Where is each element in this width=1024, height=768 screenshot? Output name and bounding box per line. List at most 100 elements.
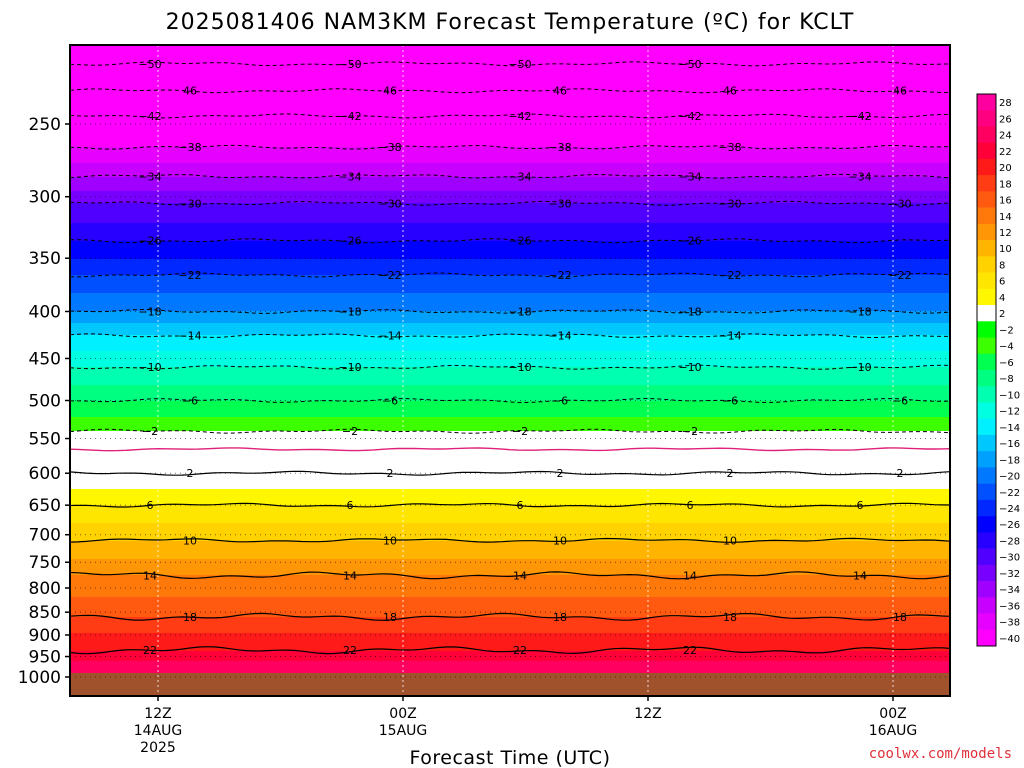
fill-band bbox=[70, 453, 950, 456]
fill-band bbox=[70, 607, 950, 610]
contour-label: 2 bbox=[897, 467, 904, 480]
colorbar-frame bbox=[976, 93, 997, 647]
contour-label: −2 bbox=[142, 425, 158, 438]
fill-band bbox=[70, 97, 950, 100]
fill-band bbox=[70, 75, 950, 78]
fill-band bbox=[70, 377, 950, 380]
fill-band bbox=[70, 665, 950, 668]
fill-band bbox=[70, 195, 950, 198]
colorbar-swatch bbox=[977, 126, 996, 144]
colorbar-tick-label: −22 bbox=[999, 488, 1020, 499]
fill-band bbox=[70, 185, 950, 188]
contour-label: −18 bbox=[338, 305, 361, 318]
fill-band bbox=[70, 469, 950, 472]
fill-band bbox=[70, 499, 950, 502]
contour-label: −18 bbox=[138, 305, 161, 318]
contour-label: 2 bbox=[187, 467, 194, 480]
colorbar-swatch bbox=[977, 402, 996, 420]
fill-band bbox=[70, 167, 950, 170]
contour-label: −34 bbox=[678, 170, 701, 183]
y-tick-label: 400 bbox=[29, 302, 61, 322]
fill-band bbox=[70, 109, 950, 112]
fill-band bbox=[70, 73, 950, 76]
fill-band bbox=[70, 129, 950, 132]
fill-band bbox=[70, 585, 950, 588]
contour-label: −26 bbox=[678, 235, 701, 248]
fill-band bbox=[70, 441, 950, 444]
x-axis: 12Z14AUG202500Z15AUG12Z00Z16AUG12Z bbox=[134, 696, 918, 756]
fill-band bbox=[70, 635, 950, 638]
colorbar-tick-label: −4 bbox=[999, 342, 1014, 353]
contour-label: −26 bbox=[138, 235, 161, 248]
colorbar-tick-label: 10 bbox=[999, 244, 1012, 255]
fill-band bbox=[70, 323, 950, 326]
fill-band bbox=[70, 49, 950, 52]
fill-band bbox=[70, 631, 950, 634]
fill-band bbox=[70, 525, 950, 528]
fill-band bbox=[70, 313, 950, 316]
fill-band bbox=[70, 485, 950, 488]
plot-frame bbox=[69, 44, 951, 697]
fill-band bbox=[70, 527, 950, 530]
fill-band bbox=[70, 593, 950, 596]
y-tick-label: 500 bbox=[29, 392, 61, 412]
fill-band bbox=[70, 425, 950, 428]
fill-band bbox=[70, 641, 950, 644]
fill-band bbox=[70, 239, 950, 242]
fill-band bbox=[70, 539, 950, 542]
fill-band bbox=[70, 69, 950, 72]
fill-band bbox=[70, 633, 950, 636]
fill-band bbox=[70, 435, 950, 438]
fill-band bbox=[70, 663, 950, 666]
fill-band bbox=[70, 227, 950, 230]
fill-band bbox=[70, 505, 950, 508]
fill-band bbox=[70, 103, 950, 106]
fill-band bbox=[70, 599, 950, 602]
colorbar: 28 26 24 22 20 18 16 14 12 10 8 6 4 2 −2 −4 −6 −8 −10 −12 −1… bbox=[976, 93, 1020, 647]
fill-band bbox=[70, 595, 950, 598]
fill-band bbox=[70, 309, 950, 312]
contour-label: 18 bbox=[553, 611, 567, 624]
fill-band bbox=[70, 481, 950, 484]
fill-band bbox=[70, 169, 950, 172]
contour-label: 14 bbox=[513, 569, 527, 582]
fill-band bbox=[70, 553, 950, 556]
fill-band bbox=[70, 201, 950, 204]
contour-label: −2 bbox=[342, 425, 358, 438]
fill-band bbox=[70, 443, 950, 446]
colorbar-swatch bbox=[977, 564, 996, 582]
fill-band bbox=[70, 489, 950, 492]
contour-label: 6 bbox=[517, 499, 524, 512]
contour-label: −42 bbox=[508, 110, 531, 123]
contour-label: −14 bbox=[378, 330, 401, 343]
fill-band bbox=[70, 199, 950, 202]
fill-band bbox=[70, 241, 950, 244]
fill-band bbox=[70, 597, 950, 600]
colorbar-tick-label: 24 bbox=[999, 131, 1012, 142]
colorbar-swatch bbox=[977, 418, 996, 436]
contour-line bbox=[70, 470, 950, 476]
contour-label: 14 bbox=[343, 569, 357, 582]
contour-label: −22 bbox=[718, 269, 741, 282]
fill-band bbox=[70, 373, 950, 376]
colorbar-tick-label: −10 bbox=[999, 390, 1020, 401]
contour-label: −34 bbox=[338, 170, 361, 183]
fill-band bbox=[70, 57, 950, 60]
fill-band bbox=[70, 543, 950, 546]
colorbar-tick-label: −36 bbox=[999, 601, 1020, 612]
colorbar-swatch bbox=[977, 516, 996, 533]
colorbar-tick-label: −34 bbox=[999, 585, 1020, 596]
fill-band bbox=[70, 253, 950, 256]
fill-band bbox=[70, 637, 950, 640]
fill-band bbox=[70, 577, 950, 580]
fill-band bbox=[70, 433, 950, 436]
fill-band bbox=[70, 105, 950, 108]
fill-band bbox=[70, 329, 950, 332]
fill-band bbox=[70, 319, 950, 322]
x-tick-label: 16AUG bbox=[869, 723, 918, 739]
fill-band bbox=[70, 157, 950, 160]
fill-band bbox=[70, 279, 950, 282]
fill-band bbox=[70, 303, 950, 306]
fill-band bbox=[70, 379, 950, 382]
y-tick-label: 550 bbox=[29, 430, 61, 450]
